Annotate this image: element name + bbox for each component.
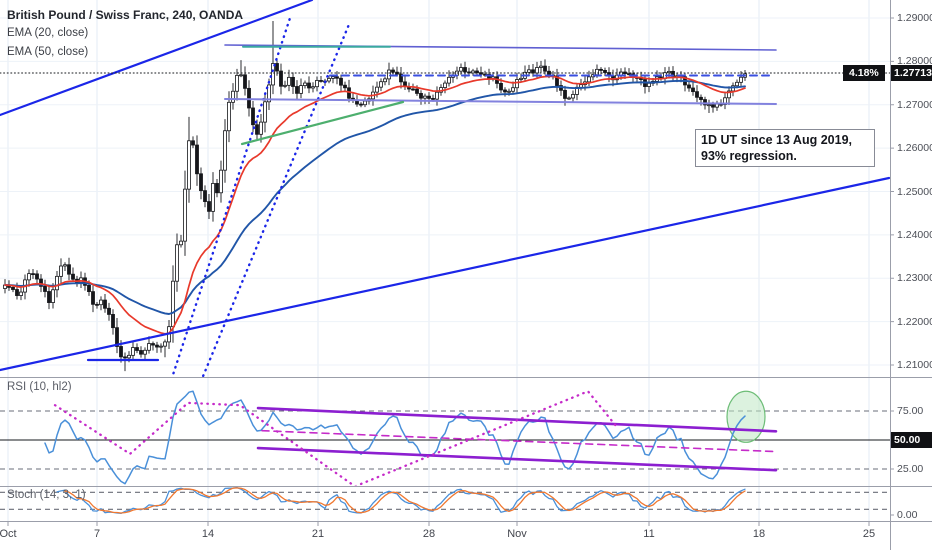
legend-ema20[interactable]: EMA (20, close): [7, 27, 89, 39]
time-tick-label: 28: [422, 528, 436, 540]
price-tick-label: 1.24000: [897, 228, 932, 241]
price-tick-label: 1.22000: [897, 315, 932, 328]
acceleration-dotted-1: [170, 16, 292, 377]
rsi-tick-label: 25.00: [897, 463, 924, 475]
rising-channel-upper: [0, 0, 314, 117]
rsi-pane-label[interactable]: RSI (10, hl2): [7, 381, 72, 393]
rsi-channel-lower: [256, 446, 778, 472]
range-bottom-line: [224, 98, 777, 105]
stoch-pane-label[interactable]: Stoch (14, 3, 1): [7, 489, 86, 501]
price-tick-label: 1.26000: [897, 142, 932, 155]
annotation-line-2: 93% regression.: [701, 149, 797, 163]
legend-ema50[interactable]: EMA (50, close): [7, 46, 89, 58]
rsi-midline-label: 50.00: [891, 432, 932, 448]
grid-lines: [0, 0, 890, 521]
rsi-pane-content: [0, 390, 890, 486]
trend-line-drawings: [0, 0, 890, 377]
text-annotation[interactable]: 1D UT since 13 Aug 2019, 93% regression.: [695, 129, 875, 167]
time-tick-label: 25: [862, 528, 876, 540]
price-tick-label: 1.25000: [897, 185, 932, 198]
price-tick-label: 1.27000: [897, 98, 932, 111]
stoch-pane-content: [0, 487, 890, 515]
time-tick-label: 21: [311, 528, 325, 540]
last-price-label: 1.27713: [891, 65, 932, 81]
rsi-tick-label: 75.00: [897, 405, 924, 417]
time-tick-label: 11: [643, 528, 655, 540]
change-percent-badge: 4.18%: [843, 65, 885, 81]
annotation-line-1: 1D UT since 13 Aug 2019,: [701, 133, 852, 147]
price-tick-label: 1.21000: [897, 359, 932, 371]
rising-channel-lower: [0, 176, 890, 372]
time-tick-label: 14: [201, 528, 215, 540]
time-tick-label: 18: [752, 528, 766, 540]
time-tick-label: Oct: [0, 528, 17, 540]
symbol-legend: British Pound / Swiss Franc, 240, OANDA …: [7, 6, 243, 62]
rsi-dotted-path: [53, 390, 620, 486]
price-tick-label: 1.29000: [897, 12, 932, 24]
time-tick-label: 7: [93, 528, 101, 540]
stoch-tick-label: 0.00: [897, 509, 918, 521]
rsi-channel-mid: [261, 429, 777, 453]
green-trend-segment: [240, 100, 405, 146]
price-tick-label: 1.28000: [897, 55, 932, 68]
symbol-title[interactable]: British Pound / Swiss Franc, 240, OANDA: [7, 8, 244, 22]
time-tick-label: Nov: [507, 528, 527, 540]
ema-lines: [4, 75, 746, 335]
acceleration-dotted-2: [201, 20, 352, 377]
price-tick-label: 1.23000: [897, 272, 932, 285]
